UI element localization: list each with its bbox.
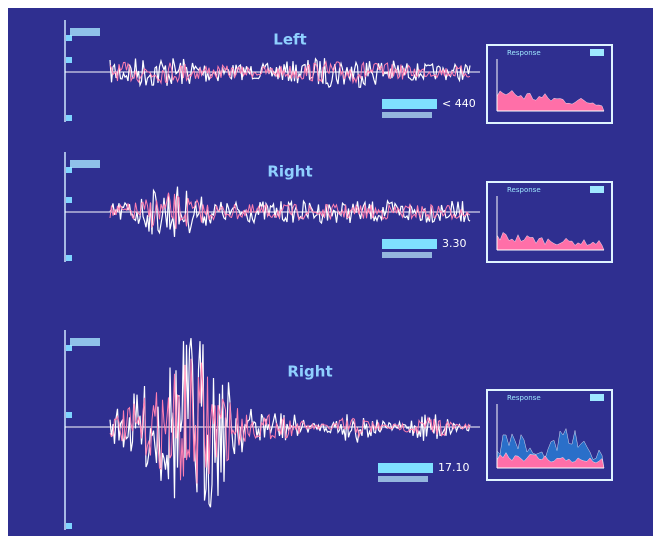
reading: 17.10 (438, 461, 470, 474)
scale-tag (70, 338, 100, 346)
reading-tag (382, 99, 437, 109)
inset-tag (590, 49, 604, 56)
reading: 3.30 (442, 237, 467, 250)
page: Left < 440 Response Right 3.30 Response Right 1… (0, 0, 661, 544)
scale-tag (70, 28, 100, 36)
axis-marker (66, 197, 72, 203)
inset-label: Response (507, 49, 541, 57)
inset-label: Response (507, 186, 541, 194)
reading-tag (382, 112, 432, 118)
panel-title: Right (267, 163, 312, 181)
reading-tag (378, 476, 428, 482)
scale-tag (70, 160, 100, 168)
inset-label: Response (507, 394, 541, 402)
panel-title: Left (273, 31, 306, 49)
inset-tag (590, 394, 604, 401)
inset-tag (590, 186, 604, 193)
axis-marker (66, 115, 72, 121)
reading: < 440 (442, 97, 476, 110)
reading-tag (382, 239, 437, 249)
screen: Left < 440 Response Right 3.30 Response Right 1… (0, 0, 661, 544)
axis-marker (66, 412, 72, 418)
axis-marker (66, 255, 72, 261)
reading-tag (382, 252, 432, 258)
axis-marker (66, 57, 72, 63)
panel-title: Right (287, 363, 332, 381)
axis-marker (66, 523, 72, 529)
reading-tag (378, 463, 433, 473)
